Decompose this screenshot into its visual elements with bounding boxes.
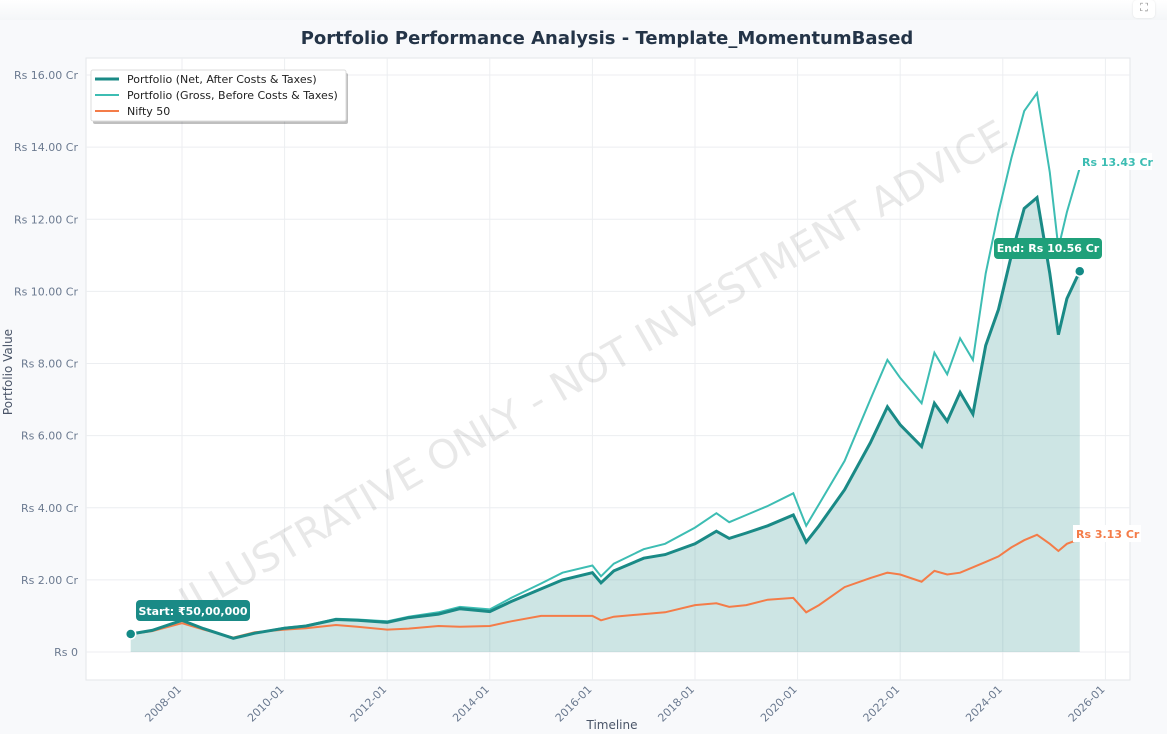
nifty-end-label: Rs 3.13 Cr [1076,528,1140,541]
nifty-line [130,533,1081,639]
y-tick-label: Rs 6.00 Cr [21,430,79,443]
start-annotation-box [136,600,250,621]
x-tick-label: 2014-01 [450,683,492,725]
end-marker [1074,265,1086,277]
gross-end-label: Rs 13.43 Cr [1082,156,1154,169]
y-axis-label: Portfolio Value [1,329,15,415]
legend-label: Portfolio (Net, After Costs & Taxes) [127,73,317,86]
y-ticks: Rs 0 Rs 2.00 Cr Rs 4.00 Cr Rs 6.00 Cr Rs 8.0… [14,69,79,659]
legend: Portfolio (Net, After Costs & Taxes) Port… [90,69,348,124]
y-tick-label: Rs 16.00 Cr [14,69,79,82]
y-tick-label: Rs 0 [54,646,78,659]
x-tick-label: 2024-01 [963,683,1005,725]
x-axis-label: Timeline [585,718,637,732]
legend-label: Portfolio (Gross, Before Costs & Taxes) [127,89,338,102]
end-annotation: End: Rs 10.56 Cr [997,242,1100,255]
chart-title: Portfolio Performance Analysis - Templat… [301,28,914,49]
net-area-fill [130,197,1080,652]
y-tick-label: Rs 10.00 Cr [14,285,79,298]
series-layer [130,90,1082,652]
y-tick-label: Rs 4.00 Cr [21,502,79,515]
end-annotation-box [994,238,1102,259]
y-tick-label: Rs 8.00 Cr [21,358,79,371]
net-line [130,194,1082,640]
annotations: Start: ₹50,00,000 End: Rs 10.56 Cr Rs 13.4… [124,153,1154,640]
legend-label: Nifty 50 [127,105,170,118]
y-tick-label: Rs 14.00 Cr [14,141,79,154]
y-tick-label: Rs 2.00 Cr [21,574,79,587]
x-tick-label: 2026-01 [1066,683,1108,725]
x-tick-label: 2008-01 [142,683,184,725]
x-tick-label: 2012-01 [348,683,390,725]
gross-end-label-bg [1078,153,1152,170]
y-tick-label: Rs 12.00 Cr [14,213,79,226]
start-annotation: Start: ₹50,00,000 [138,605,247,618]
x-tick-label: 2020-01 [758,683,800,725]
nifty-end-label-bg [1073,525,1141,542]
x-tick-label: 2018-01 [655,683,697,725]
top-bar [0,0,1167,20]
x-tick-label: 2022-01 [861,683,903,725]
expand-icon[interactable]: ⛶ [1133,0,1155,18]
start-marker [124,628,137,640]
legend-box [90,69,347,122]
grid [86,58,1130,680]
x-tick-label: 2010-01 [245,683,287,725]
